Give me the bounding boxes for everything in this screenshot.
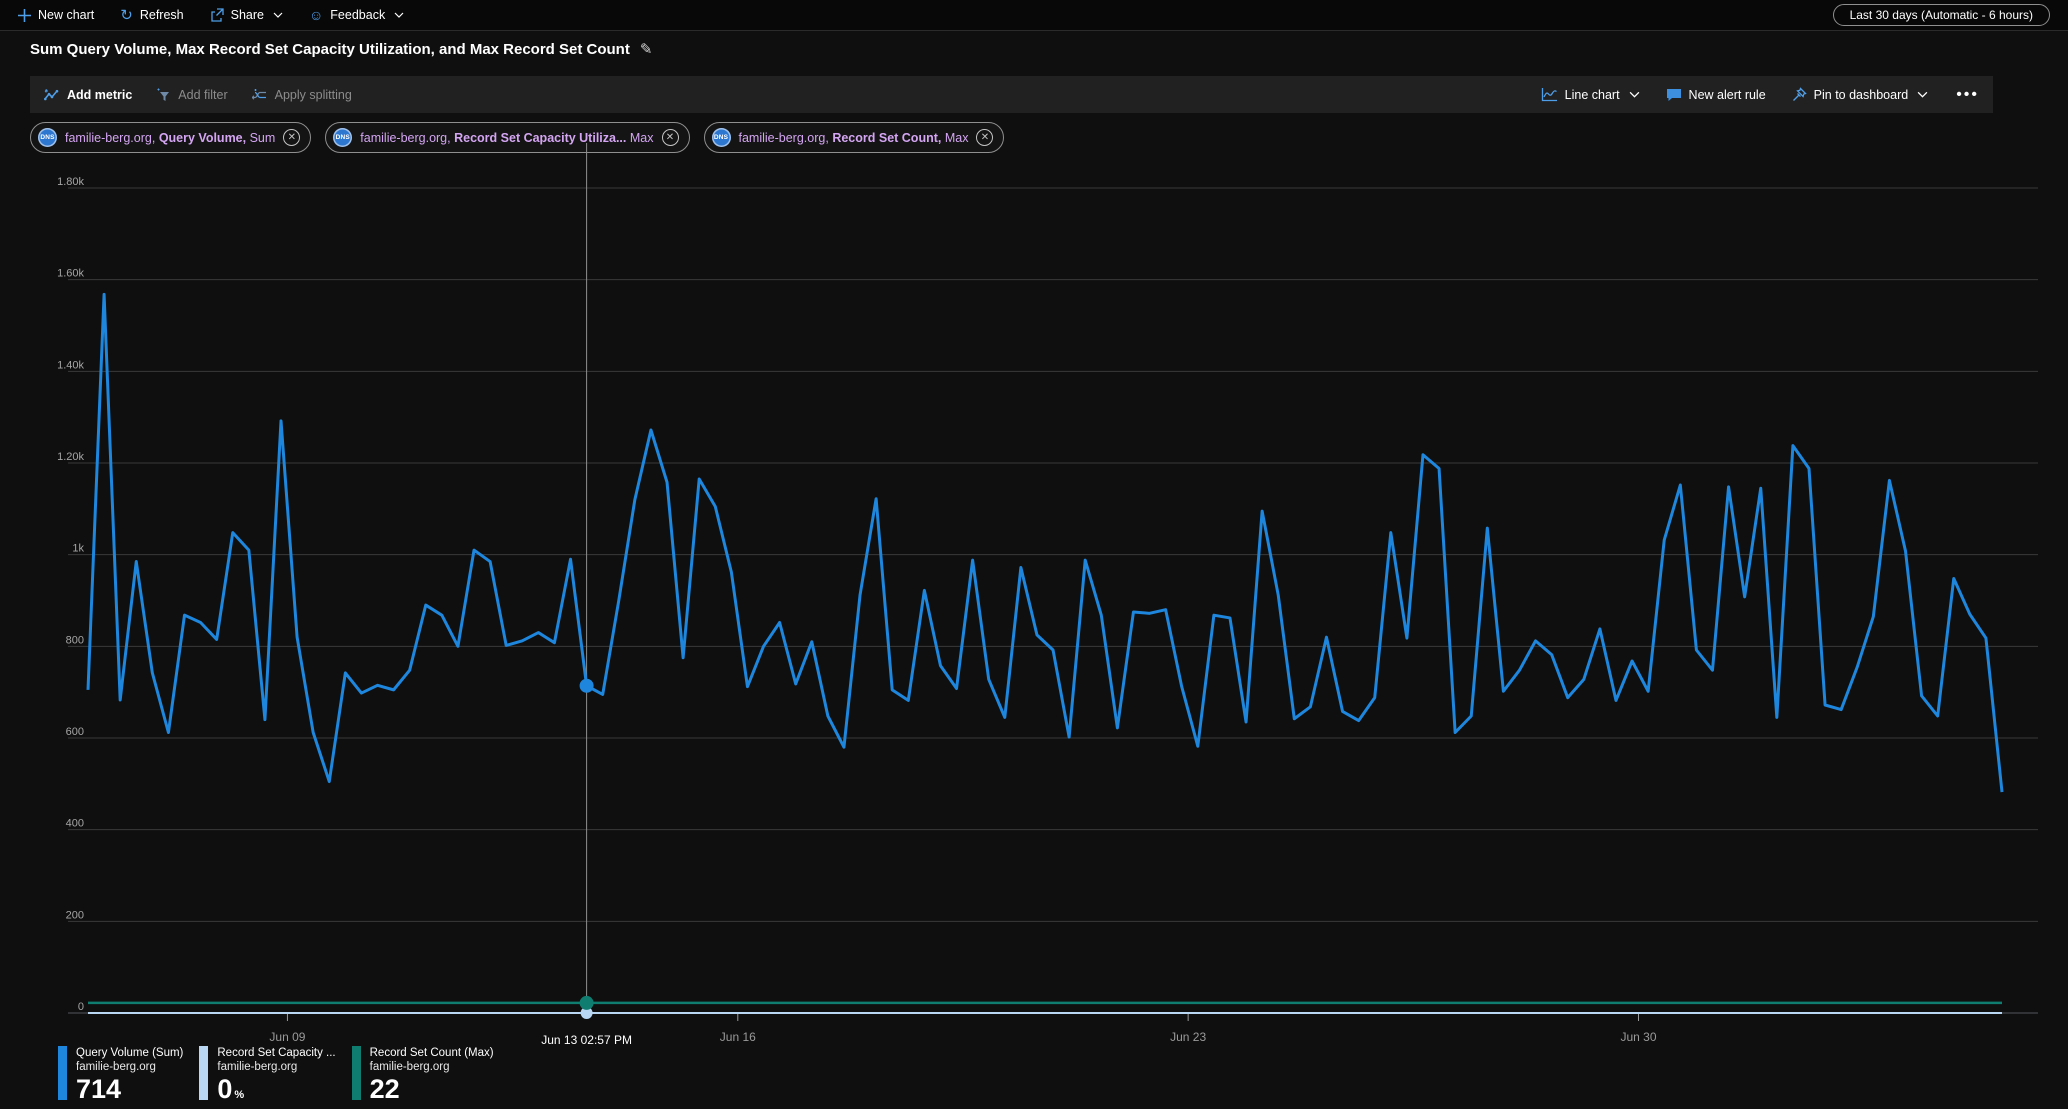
legend-item-query-volume[interactable]: Query Volume (Sum) familie-berg.org 714: [58, 1046, 183, 1104]
refresh-label: Refresh: [139, 8, 184, 22]
chevron-down-icon: [394, 12, 404, 18]
svg-text:800: 800: [66, 634, 84, 646]
legend-value: 714: [76, 1073, 122, 1104]
crosshair-timestamp: Jun 13 02:57 PM: [541, 1033, 632, 1047]
new-alert-rule-label: New alert rule: [1688, 87, 1766, 102]
pin-icon: [1792, 87, 1807, 102]
add-metric-button[interactable]: Add metric: [44, 88, 132, 102]
metric-pill-query-volume[interactable]: DNS familie-berg.org, Query Volume, Sum …: [30, 122, 312, 153]
dns-zone-icon: DNS: [38, 128, 57, 147]
svg-text:1.80k: 1.80k: [57, 176, 84, 188]
line-chart-icon: [1541, 87, 1558, 102]
close-icon[interactable]: ✕: [976, 129, 994, 146]
close-icon[interactable]: ✕: [283, 129, 301, 146]
pill-text: familie-berg.org, Record Set Capacity Ut…: [360, 130, 654, 145]
legend-swatch: [58, 1046, 67, 1100]
new-alert-rule-button[interactable]: New alert rule: [1666, 88, 1766, 102]
series-0-line: [86, 292, 2004, 793]
pin-to-dashboard-label: Pin to dashboard: [1813, 87, 1909, 102]
hover-dot-record-count: [579, 995, 594, 1010]
svg-text:Jun 09: Jun 09: [269, 1030, 305, 1044]
add-metric-label: Add metric: [67, 87, 133, 102]
metric-pill-record-set-capacity[interactable]: DNS familie-berg.org, Record Set Capacit…: [325, 122, 690, 153]
add-metric-icon: [44, 88, 60, 102]
legend-resource: familie-berg.org: [217, 1061, 298, 1074]
hover-dot-capacity: [580, 1007, 593, 1019]
chart-type-dropdown[interactable]: Line chart: [1541, 87, 1640, 102]
svg-text:1.60k: 1.60k: [57, 268, 84, 280]
splitting-icon: [251, 88, 268, 102]
svg-text:0: 0: [78, 1001, 84, 1013]
legend-resource: familie-berg.org: [369, 1061, 450, 1074]
share-label: Share: [230, 8, 264, 22]
pin-to-dashboard-button[interactable]: Pin to dashboard: [1792, 87, 1929, 102]
close-icon[interactable]: ✕: [661, 129, 679, 146]
svg-text:Jun 16: Jun 16: [720, 1030, 756, 1044]
chart-legend: Query Volume (Sum) familie-berg.org 714 …: [58, 1046, 494, 1104]
svg-text:200: 200: [66, 909, 84, 921]
chart-type-label: Line chart: [1564, 87, 1620, 102]
toolbar-right-group: Line chart New alert rule Pin to dashboa…: [1515, 86, 1979, 104]
share-icon: [210, 8, 224, 22]
svg-text:600: 600: [66, 726, 84, 738]
legend-metric-name: Record Set Capacity ...: [217, 1047, 336, 1059]
command-bar: New chart ↻ Refresh Share ☺ Feedback Las…: [0, 0, 2068, 31]
legend-value: 0%: [217, 1073, 245, 1104]
filter-icon: [156, 88, 171, 102]
svg-text:1k: 1k: [72, 543, 84, 555]
apply-splitting-label: Apply splitting: [274, 87, 352, 102]
add-filter-label: Add filter: [178, 87, 228, 102]
smiley-icon: ☺: [309, 7, 324, 23]
chevron-down-icon: [1629, 91, 1640, 98]
feedback-menu-button[interactable]: ☺ Feedback: [309, 8, 404, 22]
chevron-down-icon: [273, 12, 283, 18]
legend-item-record-set-count[interactable]: Record Set Count (Max) familie-berg.org …: [351, 1046, 494, 1104]
svg-text:1.20k: 1.20k: [57, 451, 84, 463]
pill-text: familie-berg.org, Record Set Count, Max: [738, 130, 969, 145]
svg-text:1.40k: 1.40k: [57, 359, 84, 371]
chevron-down-icon: [1917, 91, 1928, 98]
alert-bubble-icon: [1666, 88, 1682, 102]
legend-swatch: [351, 1046, 361, 1100]
new-chart-label: New chart: [38, 8, 95, 22]
refresh-button[interactable]: ↻ Refresh: [120, 8, 183, 23]
svg-text:400: 400: [66, 818, 84, 830]
line-chart-svg[interactable]: 0 200 400 600 800 1k 1.20k 1.40k 1.60k 1.80k Jun 0…: [30, 133, 2038, 1051]
legend-value: 22: [369, 1073, 400, 1104]
legend-item-record-set-capacity[interactable]: Record Set Capacity ... familie-berg.org…: [199, 1046, 336, 1104]
metric-pills-row: DNS familie-berg.org, Query Volume, Sum …: [30, 122, 1005, 153]
dns-zone-icon: DNS: [711, 128, 731, 147]
apply-splitting-button[interactable]: Apply splitting: [251, 87, 352, 102]
dns-zone-icon: DNS: [333, 128, 353, 147]
new-chart-button[interactable]: New chart: [18, 8, 94, 22]
page-title: Sum Query Volume, Max Record Set Capacit…: [30, 40, 630, 58]
edit-title-icon[interactable]: ✎: [639, 41, 653, 58]
chart-toolbar: Add metric Add filter Apply splitting: [30, 76, 1993, 113]
plus-icon: [18, 8, 31, 22]
pill-text: familie-berg.org, Query Volume, Sum: [65, 130, 276, 145]
metric-pill-record-set-count[interactable]: DNS familie-berg.org, Record Set Count, …: [703, 122, 1005, 153]
chart-title-row: Sum Query Volume, Max Record Set Capacit…: [30, 40, 653, 59]
time-range-picker[interactable]: Last 30 days (Automatic - 6 hours): [1832, 4, 2050, 26]
legend-metric-name: Record Set Count (Max): [369, 1047, 494, 1059]
feedback-label: Feedback: [330, 8, 386, 22]
refresh-icon: ↻: [120, 6, 133, 24]
legend-swatch: [199, 1046, 209, 1100]
svg-text:Jun 30: Jun 30: [1620, 1030, 1656, 1044]
more-options-button[interactable]: •••: [1956, 85, 1979, 103]
share-menu-button[interactable]: Share: [210, 8, 283, 22]
hover-dot-query-volume: [579, 678, 594, 693]
legend-resource: familie-berg.org: [76, 1061, 156, 1074]
svg-text:Jun 23: Jun 23: [1170, 1030, 1206, 1044]
add-filter-button[interactable]: Add filter: [156, 87, 228, 102]
legend-metric-name: Query Volume (Sum): [76, 1047, 184, 1059]
metrics-chart[interactable]: 0 200 400 600 800 1k 1.20k 1.40k 1.60k 1.80k Jun 0…: [30, 133, 2038, 1053]
